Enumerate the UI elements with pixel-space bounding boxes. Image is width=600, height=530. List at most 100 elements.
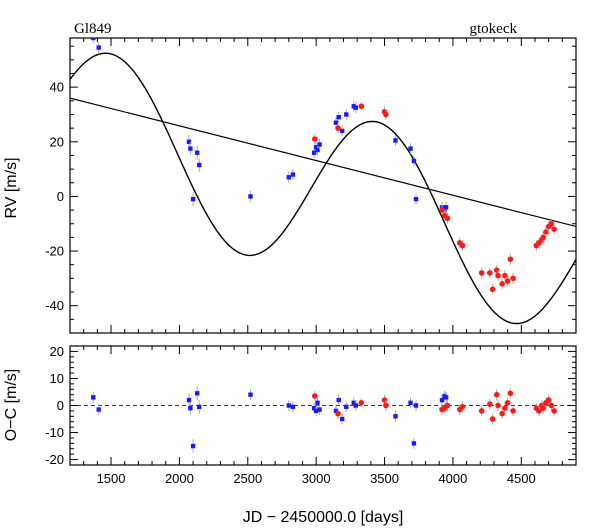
gto-data-point — [510, 275, 516, 282]
keck-data-point — [91, 395, 96, 400]
oc-y-tick-label: 0 — [57, 398, 64, 413]
gto-data-point — [551, 408, 557, 414]
keck-data-point — [313, 145, 319, 150]
gto-data-point — [335, 125, 341, 131]
keck-data-point — [339, 416, 345, 422]
gto-data-point — [489, 286, 496, 293]
keck-data-point — [315, 400, 320, 405]
residual-panel: 1500 2000 2500 3000 3500 4000 4500 -20 -10 0 10 20 — [45, 344, 577, 486]
gto-data-point — [487, 270, 493, 276]
oc-y-tick-label: 20 — [50, 344, 64, 359]
gto-data-point — [383, 111, 389, 118]
keck-data-point — [408, 400, 413, 405]
keck-data-point — [351, 400, 356, 405]
keck-data-point — [290, 172, 296, 177]
gto-data-point — [507, 256, 514, 263]
keck-data-point — [443, 205, 449, 210]
rv-plot-frame — [69, 37, 577, 334]
keck-data-point — [317, 407, 322, 412]
gto-data-point — [439, 207, 445, 213]
gto-data-point — [358, 103, 365, 110]
keck-data-point — [339, 128, 345, 134]
keck-data-point — [311, 406, 317, 411]
gto-data-point — [487, 401, 493, 407]
keck-data-point — [197, 162, 202, 168]
keck-data-point — [333, 408, 339, 414]
x-tick-label: 3500 — [370, 471, 399, 486]
y-axis-label-rv: RV [m/s] — [3, 157, 20, 218]
keck-data-point — [336, 115, 341, 120]
gto-data-point — [504, 399, 511, 406]
rv-y-tick-label: 0 — [57, 189, 64, 204]
x-tick-label: 2000 — [165, 471, 194, 486]
oc-y-tick-label: -10 — [45, 425, 64, 440]
keck-data-point — [194, 150, 200, 155]
keck-data-point — [336, 397, 341, 403]
gto-data-point — [499, 281, 505, 287]
keck-data-point — [313, 408, 319, 414]
keck-data-point — [188, 146, 193, 151]
chart-title-right: gtokeck — [470, 21, 518, 37]
gto-data-point — [502, 405, 508, 412]
gto-data-point — [504, 278, 511, 284]
keck-data-point — [413, 403, 419, 408]
keck-data-point — [197, 404, 202, 410]
gto-data-point — [381, 397, 388, 403]
keck-data-point — [408, 146, 413, 151]
gto-data-point — [536, 408, 542, 414]
rv-y-tick-label: 20 — [50, 134, 64, 149]
keck-data-point — [353, 403, 359, 408]
fit-curve — [70, 52, 576, 325]
oc-y-tick-label: -20 — [45, 452, 64, 467]
gto-data-point — [459, 404, 466, 410]
keck-data-point — [344, 112, 349, 117]
gto-data-point — [502, 272, 508, 279]
gto-data-point — [311, 136, 318, 142]
trend-line — [70, 97, 576, 228]
oc-y-tick-label: 10 — [50, 371, 64, 386]
keck-data-point — [186, 397, 192, 403]
keck-data-point — [194, 391, 200, 396]
keck-data-point — [290, 404, 296, 410]
gto-data-point — [444, 215, 451, 222]
gto-data-point — [543, 229, 549, 235]
gto-data-point — [551, 226, 557, 233]
gto-data-point — [510, 408, 516, 414]
chart-title-left: Gl849 — [74, 21, 112, 37]
gto-data-point — [493, 267, 500, 273]
gto-data-point — [540, 234, 546, 241]
gto-data-point — [493, 391, 500, 398]
keck-data-point — [393, 138, 398, 143]
keck-data-point — [317, 142, 322, 147]
keck-data-point — [439, 397, 445, 403]
keck-data-point — [96, 407, 101, 412]
gto-data-point — [358, 399, 365, 406]
keck-data-point — [393, 414, 398, 419]
gto-data-point — [489, 416, 496, 422]
gto-data-point — [478, 270, 485, 276]
gto-data-point — [548, 402, 555, 409]
gto-data-point — [548, 220, 555, 227]
gto-data-point — [383, 402, 389, 409]
rv-y-tick-label: -40 — [45, 298, 64, 313]
gto-data-point — [540, 405, 546, 412]
y-axis-label-oc: O−C [m/s] — [3, 369, 20, 441]
x-tick-label: 4500 — [507, 471, 536, 486]
x-tick-label: 1500 — [97, 471, 126, 486]
x-tick-label: 2500 — [233, 471, 262, 486]
rv-y-tick-label: -20 — [45, 244, 64, 259]
keck-data-point — [248, 194, 253, 199]
keck-data-point — [353, 105, 359, 110]
gto-data-point — [545, 397, 552, 403]
keck-data-point — [311, 150, 317, 155]
gto-data-point — [495, 272, 501, 279]
x-tick-label: 3000 — [302, 471, 331, 486]
gto-data-point — [478, 408, 485, 414]
keck-data-point — [411, 158, 417, 164]
keck-data-point — [188, 406, 193, 411]
gto-data-point — [311, 393, 318, 399]
rv-panel: -40 -20 0 20 40 — [45, 37, 577, 334]
gto-data-point — [495, 402, 501, 409]
keck-data-point — [91, 38, 96, 41]
